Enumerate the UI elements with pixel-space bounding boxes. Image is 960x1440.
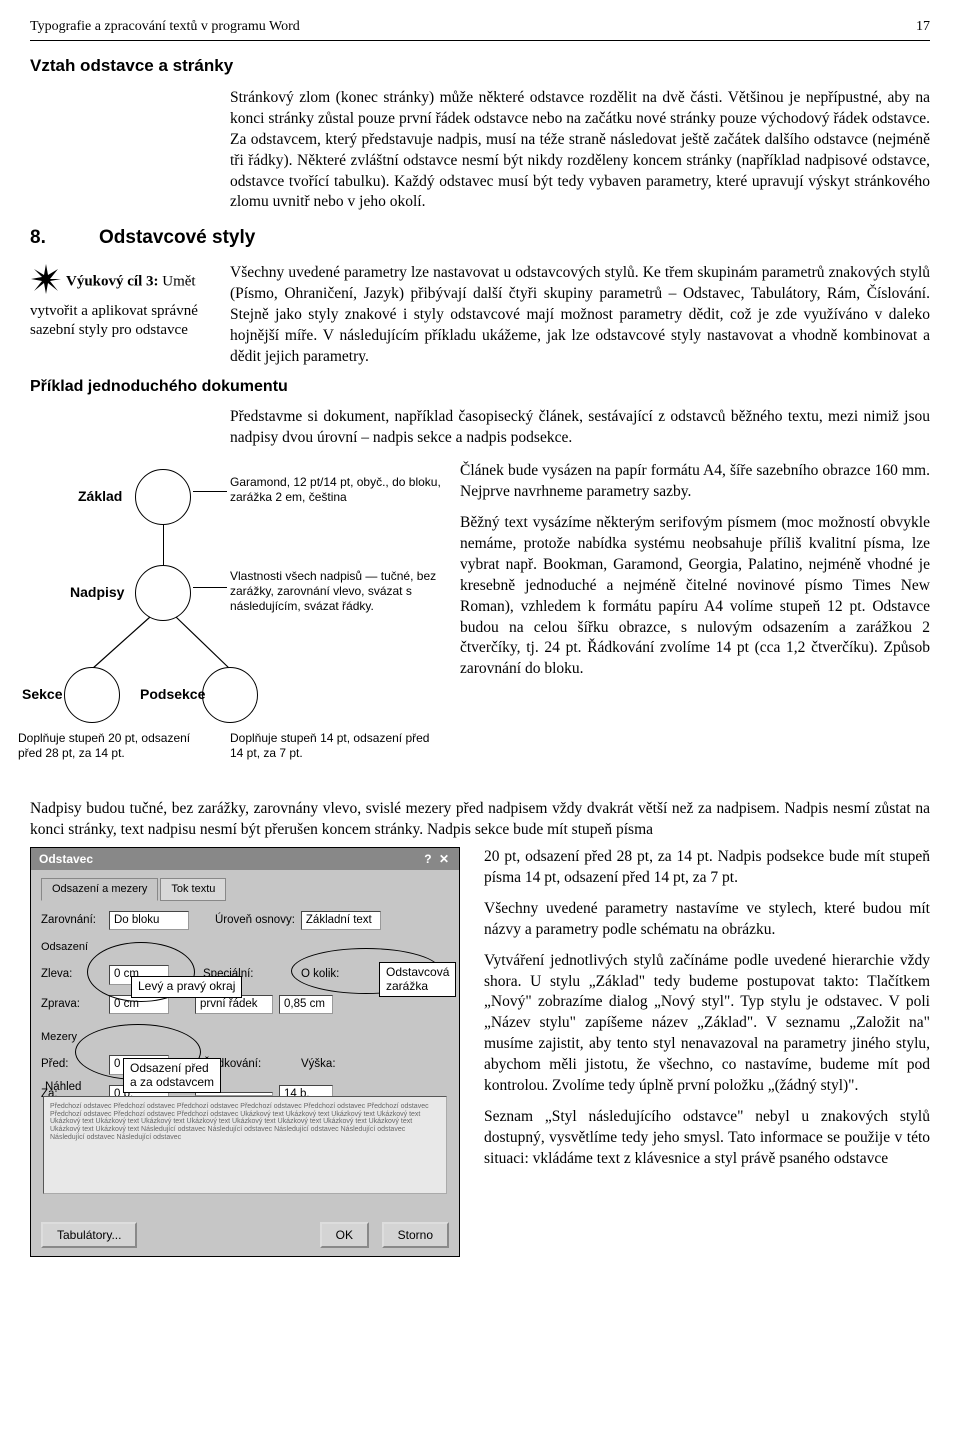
para-bezny: Běžný text vysázíme některým serifovým p… bbox=[460, 513, 930, 680]
desc-podsekce: Doplňuje stupeň 14 pt, odsazení před 14 … bbox=[230, 731, 440, 761]
para-clanek: Článek bude vysázen na papír formátu A4,… bbox=[460, 461, 930, 503]
preview-box: Předchozí odstavec Předchozí odstavec Př… bbox=[43, 1096, 447, 1194]
running-header: Typografie a zpracování textů v programu… bbox=[30, 18, 930, 41]
btn-tabulatory[interactable]: Tabulátory... bbox=[41, 1222, 137, 1248]
section-number: 8. bbox=[30, 225, 85, 251]
node-sekce bbox=[64, 667, 120, 723]
page-number: 17 bbox=[916, 18, 930, 37]
label-podsekce: Podsekce bbox=[140, 685, 205, 704]
callout-odsazeni: Odsazení před a za odstavcem bbox=[123, 1058, 221, 1094]
para-seznam: Seznam „Styl následujícího odstavce" neb… bbox=[484, 1107, 930, 1170]
section-8-heading: 8. Odstavcové styly bbox=[30, 225, 930, 251]
right-label: Zprava: bbox=[41, 997, 103, 1013]
heading-vztah: Vztah odstavce a stránky bbox=[30, 55, 930, 78]
level-combo[interactable]: Základní text bbox=[301, 911, 381, 931]
tab-indent[interactable]: Odsazení a mezery bbox=[41, 878, 158, 901]
preview-label: Náhled bbox=[45, 1080, 81, 1096]
aside-lead: Výukový cíl 3: bbox=[66, 274, 159, 290]
style-hierarchy-diagram: Základ Garamond, 12 pt/14 pt, obyč., do … bbox=[30, 461, 460, 791]
dialog-close-help[interactable]: ? ✕ bbox=[424, 851, 451, 867]
level-label: Úroveň osnovy: bbox=[215, 913, 295, 929]
node-podsekce bbox=[202, 667, 258, 723]
okolik-input[interactable]: 0,85 cm bbox=[279, 995, 333, 1015]
para-styly: Všechny uvedené parametry lze nastavovat… bbox=[230, 263, 930, 368]
tab-flow[interactable]: Tok textu bbox=[160, 878, 226, 901]
align-label: Zarovnání: bbox=[41, 913, 103, 929]
vyska-label: Výška: bbox=[301, 1057, 363, 1073]
dialog-title-text: Odstavec bbox=[39, 851, 93, 867]
label-sekce: Sekce bbox=[22, 685, 62, 704]
desc-sekce: Doplňuje stupeň 20 pt, odsazení před 28 … bbox=[18, 731, 208, 761]
para-intro: Představme si dokument, například časopi… bbox=[230, 407, 930, 449]
para-nadpisy: Nadpisy budou tučné, bez zarážky, zarovn… bbox=[30, 799, 930, 841]
btn-ok[interactable]: OK bbox=[320, 1222, 369, 1248]
align-combo[interactable]: Do bloku bbox=[109, 911, 189, 931]
section-title: Odstavcové styly bbox=[99, 225, 255, 251]
callout-zarazka: Odstavcová zarážka bbox=[379, 962, 456, 998]
callout-margins: Levý a pravý okraj bbox=[131, 976, 242, 998]
heading-priklad: Příklad jednoduchého dokumentu bbox=[30, 376, 930, 398]
indent-group-label: Odsazení bbox=[41, 940, 103, 955]
header-title: Typografie a zpracování textů v programu… bbox=[30, 18, 300, 37]
special-combo[interactable]: první řádek bbox=[195, 995, 273, 1015]
para-nadpisy2: 20 pt, odsazení před 28 pt, za 14 pt. Na… bbox=[484, 847, 930, 889]
para-vsechny: Všechny uvedené parametry nastavíme ve s… bbox=[484, 899, 930, 941]
dialog-titlebar: Odstavec ? ✕ bbox=[31, 848, 459, 870]
learning-goal-aside: Výukový cíl 3: Umět vytvořit a aplikovat… bbox=[30, 263, 230, 368]
btn-storno[interactable]: Storno bbox=[382, 1222, 449, 1248]
star-burst-icon bbox=[30, 263, 62, 302]
paragraph-dialog: Odstavec ? ✕ Odsazení a mezeryTok textu … bbox=[30, 847, 460, 1257]
para-vytv: Vytváření jednotlivých stylů začínáme po… bbox=[484, 951, 930, 1097]
para-vztah: Stránkový zlom (konec stránky) může někt… bbox=[230, 88, 930, 214]
